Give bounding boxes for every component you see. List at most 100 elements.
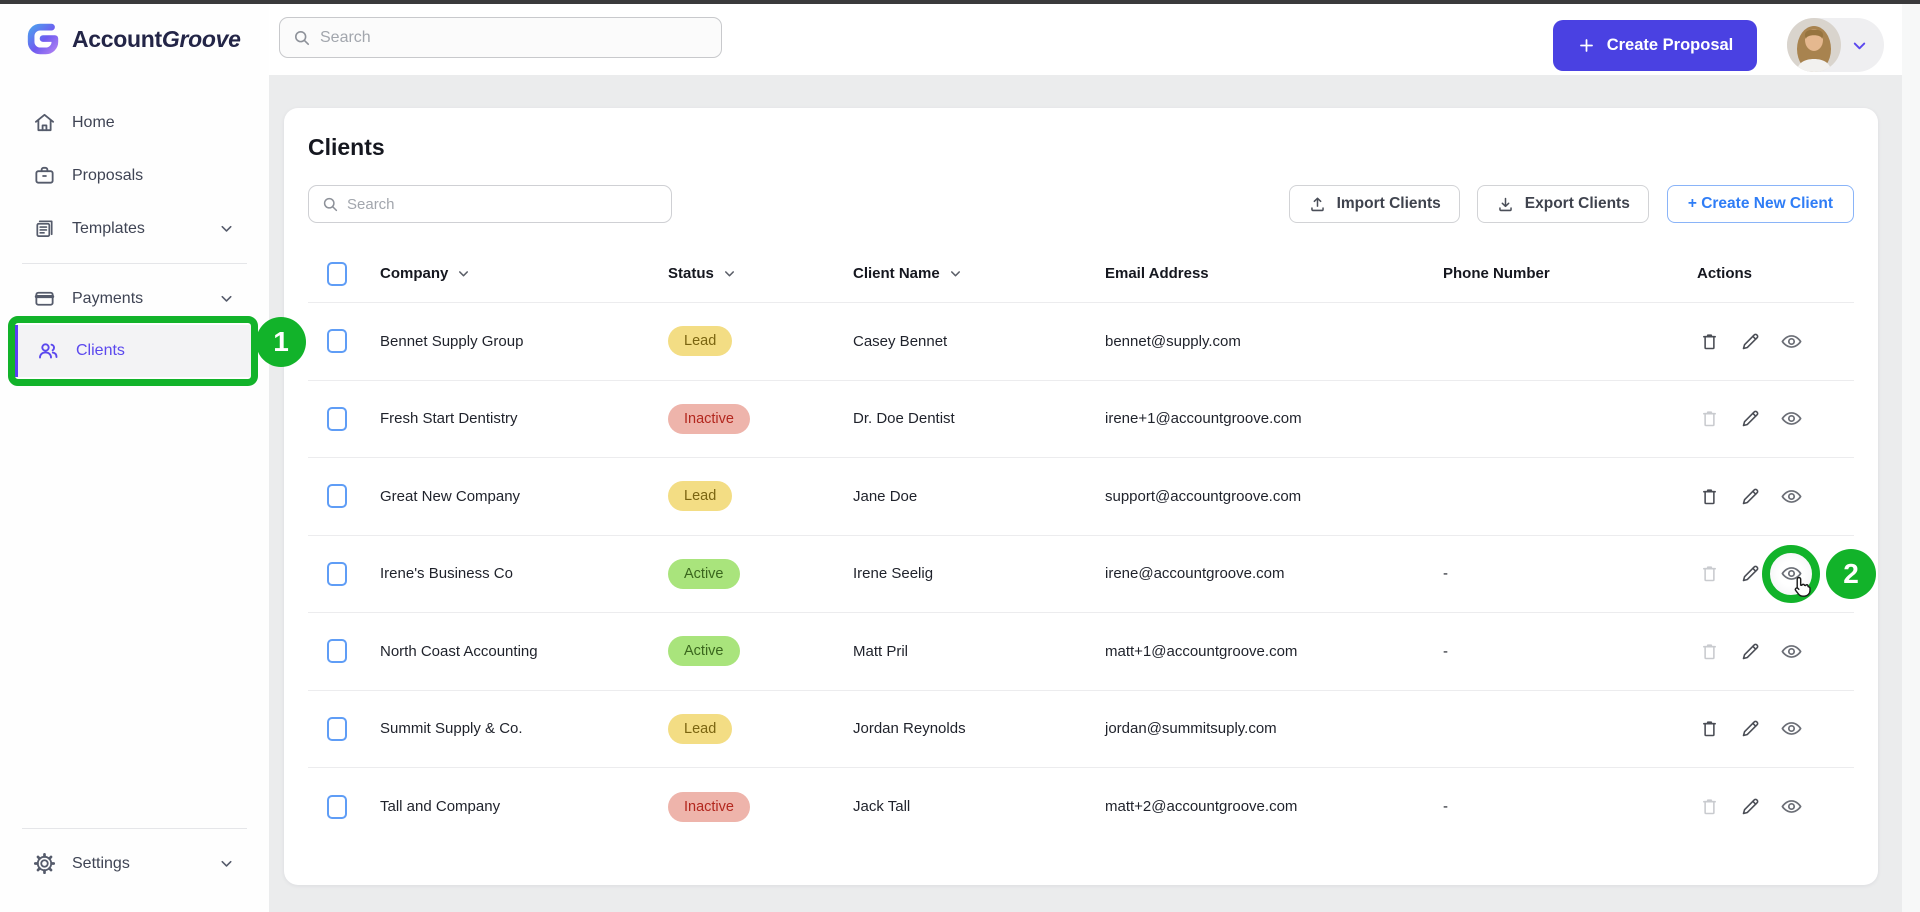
row-checkbox[interactable]: [327, 639, 347, 664]
company-cell: Bennet Supply Group: [380, 332, 524, 350]
edit-button[interactable]: [1738, 639, 1762, 663]
export-clients-button[interactable]: Export Clients: [1476, 185, 1649, 223]
sidebar-divider: [22, 263, 247, 264]
sort-chevron-icon[interactable]: [948, 266, 963, 281]
delete-button[interactable]: [1697, 407, 1721, 431]
sort-chevron-icon[interactable]: [722, 266, 737, 281]
company-cell: North Coast Accounting: [380, 642, 538, 660]
table-row: North Coast Accounting Active Matt Pril …: [308, 613, 1854, 691]
edit-button[interactable]: [1738, 484, 1762, 508]
client-name-cell: Dr. Doe Dentist: [853, 410, 955, 428]
edit-button[interactable]: [1738, 717, 1762, 741]
client-name-cell: Jane Doe: [853, 487, 918, 505]
view-button[interactable]: [1779, 795, 1803, 819]
table-header: Company Status Client Name Email Address…: [308, 245, 1854, 303]
sidebar-item-home[interactable]: Home: [0, 96, 269, 149]
column-header-company[interactable]: Company: [360, 265, 660, 282]
chevron-down-icon: [218, 220, 235, 237]
view-button[interactable]: 2: [1762, 544, 1876, 603]
search-icon: [292, 28, 311, 47]
row-checkbox[interactable]: [327, 406, 347, 431]
sidebar-item-settings[interactable]: Settings: [0, 837, 269, 890]
status-badge: Lead: [668, 481, 733, 512]
email-cell: irene+1@accountgroove.com: [1105, 410, 1302, 428]
column-header-status[interactable]: Status: [660, 265, 848, 282]
upload-icon: [1308, 195, 1327, 214]
client-name-cell: Matt Pril: [853, 642, 909, 660]
select-all-checkbox[interactable]: [327, 261, 347, 286]
sidebar-item-label: Proposals: [72, 166, 144, 184]
chevron-down-icon: [1850, 36, 1869, 55]
view-button[interactable]: [1779, 407, 1803, 431]
status-badge: Lead: [668, 326, 733, 357]
sidebar-item-templates[interactable]: Templates: [0, 202, 269, 255]
client-name-cell: Jordan Reynolds: [853, 720, 966, 738]
delete-button[interactable]: [1697, 717, 1721, 741]
create-new-client-button[interactable]: + Create New Client: [1666, 185, 1854, 223]
global-search[interactable]: [279, 17, 722, 58]
company-cell: Tall and Company: [380, 798, 501, 816]
gear-icon: [32, 852, 56, 876]
view-button[interactable]: [1779, 484, 1803, 508]
company-cell: Summit Supply & Co.: [380, 720, 523, 738]
edit-button[interactable]: [1738, 407, 1762, 431]
edit-button[interactable]: [1738, 795, 1762, 819]
company-cell: Irene's Business Co: [380, 565, 513, 583]
email-cell: jordan@summitsuply.com: [1105, 720, 1277, 738]
clients-search[interactable]: [308, 185, 672, 223]
download-icon: [1496, 195, 1515, 214]
top-edge-bar: [0, 0, 1920, 4]
page-scroll-gutter: [1902, 4, 1920, 912]
sidebar-divider: [22, 828, 247, 829]
edit-button[interactable]: [1738, 562, 1762, 586]
plus-icon: [1577, 36, 1596, 55]
edit-button[interactable]: [1738, 329, 1762, 353]
global-search-input[interactable]: [320, 28, 709, 47]
delete-button[interactable]: [1697, 639, 1721, 663]
email-cell: irene@accountgroove.com: [1105, 565, 1285, 583]
cursor-pointer-icon: [1788, 573, 1814, 599]
sidebar-nav: Home Proposals Templates Payments: [0, 96, 306, 386]
sidebar-item-payments[interactable]: Payments: [0, 272, 269, 325]
status-badge: Inactive: [668, 403, 750, 434]
view-button[interactable]: [1779, 717, 1803, 741]
row-checkbox[interactable]: [327, 794, 347, 819]
row-actions: 2: [1688, 544, 1876, 603]
client-name-cell: Casey Bennet: [853, 332, 948, 350]
row-checkbox[interactable]: [327, 561, 347, 586]
delete-button[interactable]: [1697, 329, 1721, 353]
view-button[interactable]: [1779, 639, 1803, 663]
view-button[interactable]: [1779, 329, 1803, 353]
row-checkbox[interactable]: [327, 329, 347, 354]
row-actions: [1688, 639, 1854, 663]
status-badge: Lead: [668, 713, 733, 744]
create-proposal-button[interactable]: Create Proposal: [1553, 20, 1757, 71]
home-icon: [32, 111, 56, 135]
sort-chevron-icon[interactable]: [456, 266, 471, 281]
credit-card-icon: [32, 287, 56, 311]
row-checkbox[interactable]: [327, 716, 347, 741]
row-checkbox[interactable]: [327, 484, 347, 509]
sidebar-item-proposals[interactable]: Proposals: [0, 149, 269, 202]
annotation-step-1: 1: [256, 317, 306, 367]
column-header-client-name[interactable]: Client Name: [848, 265, 1098, 282]
import-clients-button[interactable]: Import Clients: [1288, 185, 1460, 223]
phone-cell: -: [1443, 798, 1448, 816]
clients-search-input[interactable]: [347, 195, 659, 213]
app-logo[interactable]: AccountGroove: [24, 20, 241, 58]
search-icon: [321, 195, 339, 213]
user-menu[interactable]: [1787, 18, 1884, 72]
column-header-actions: Actions: [1697, 265, 1753, 282]
row-actions: [1688, 484, 1854, 508]
delete-button[interactable]: [1697, 484, 1721, 508]
sidebar-item-clients[interactable]: Clients: [14, 325, 255, 377]
annotation-circle-eye: [1762, 544, 1820, 603]
table-row: Irene's Business Co Active Irene Seelig …: [308, 536, 1876, 613]
sidebar-item-label: Home: [72, 113, 115, 131]
row-actions: [1688, 795, 1854, 819]
app-logo-text: AccountGroove: [72, 25, 241, 52]
delete-button[interactable]: [1697, 562, 1721, 586]
avatar: [1787, 18, 1841, 72]
delete-button[interactable]: [1697, 795, 1721, 819]
status-badge: Inactive: [668, 791, 750, 822]
